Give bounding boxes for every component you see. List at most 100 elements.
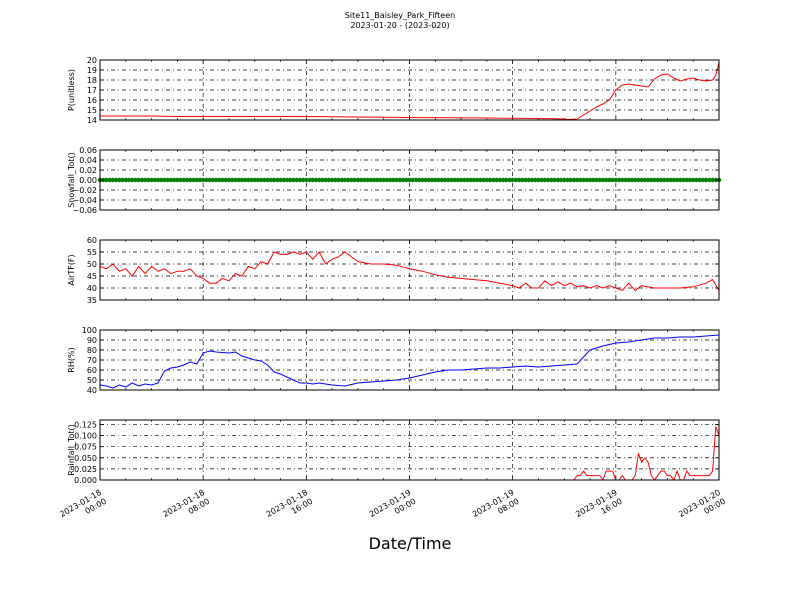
y-tick-label: 60 <box>87 366 97 375</box>
data-point <box>146 177 151 183</box>
y-tick-label: 0.025 <box>74 465 97 474</box>
data-point <box>126 177 132 183</box>
data-point <box>223 177 228 183</box>
data-point <box>568 177 573 183</box>
series-line-airtf <box>99 251 720 292</box>
data-point <box>462 177 467 183</box>
data-point <box>255 177 261 183</box>
data-point <box>574 177 580 183</box>
data-point <box>658 177 664 183</box>
data-point <box>149 177 154 183</box>
data-point <box>384 177 390 183</box>
data-point <box>497 177 502 183</box>
data-point <box>281 177 286 183</box>
y-tick-label: 70 <box>87 356 97 365</box>
data-point <box>394 177 399 183</box>
data-point <box>404 177 409 183</box>
data-point <box>433 177 438 183</box>
data-point <box>597 177 602 183</box>
data-point <box>130 177 135 183</box>
y-tick-label: 19 <box>87 66 97 75</box>
data-point <box>178 177 183 183</box>
data-point <box>188 177 193 183</box>
data-point <box>133 177 138 183</box>
data-point <box>152 177 158 183</box>
data-point <box>307 177 312 183</box>
data-point <box>687 177 693 183</box>
data-point <box>355 177 361 183</box>
data-point <box>365 177 370 183</box>
y-tick-label: 0.000 <box>74 476 97 485</box>
y-tick-label: 50 <box>87 260 97 269</box>
data-point <box>707 177 712 183</box>
y-tick-label: 0.125 <box>74 420 97 429</box>
data-point <box>674 177 680 183</box>
data-point <box>426 177 432 183</box>
data-point <box>310 177 315 183</box>
data-point <box>510 177 515 183</box>
data-point <box>165 177 170 183</box>
data-point <box>507 177 512 183</box>
data-point <box>362 177 367 183</box>
data-point <box>694 177 699 183</box>
data-point <box>342 177 348 183</box>
data-point <box>491 177 496 183</box>
y-tick-label: 50 <box>87 376 97 385</box>
y-tick-label: 0.100 <box>74 432 97 441</box>
data-point <box>110 177 116 183</box>
data-point <box>271 177 277 183</box>
data-point <box>642 177 648 183</box>
data-point <box>445 177 451 183</box>
data-point <box>649 177 654 183</box>
data-point <box>262 177 267 183</box>
y-axis-label: RH(%) <box>67 347 76 372</box>
data-point <box>436 177 441 183</box>
data-point <box>710 177 715 183</box>
data-point <box>120 177 125 183</box>
panel-rain: 0.000 0.025 0.050 0.075 0.100 0.125Rainfall_T… <box>58 419 727 528</box>
data-point <box>407 177 412 183</box>
data-point <box>539 177 544 183</box>
x-tick-label: 2023-01-1808:00 <box>161 488 211 528</box>
data-point <box>603 177 609 183</box>
data-point <box>346 177 351 183</box>
y-tick-label: 90 <box>87 336 97 345</box>
data-point <box>320 177 325 183</box>
data-point <box>249 177 254 183</box>
data-point <box>620 177 625 183</box>
y-tick-label: 16 <box>87 96 97 105</box>
data-point <box>684 177 689 183</box>
data-point <box>587 177 593 183</box>
data-point <box>268 177 274 183</box>
data-point <box>358 177 364 183</box>
x-tick-label: 2023-01-1800:00 <box>58 488 108 528</box>
y-tick-label: 14 <box>87 116 97 125</box>
y-tick-label: 80 <box>87 346 97 355</box>
data-point <box>487 177 493 183</box>
data-point <box>387 177 393 183</box>
data-point <box>410 177 415 183</box>
data-point <box>113 177 119 183</box>
data-point <box>168 177 174 183</box>
data-point <box>668 177 673 183</box>
data-point <box>533 177 538 183</box>
data-point <box>623 177 628 183</box>
x-tick-label: 2023-01-1900:00 <box>368 488 418 528</box>
data-point <box>610 177 615 183</box>
series-line-rain <box>100 426 720 482</box>
y-tick-label: 20 <box>87 56 97 65</box>
data-point <box>288 177 293 183</box>
data-point <box>194 177 199 183</box>
data-point <box>423 177 428 183</box>
data-point <box>136 177 141 183</box>
data-point <box>291 177 296 183</box>
data-point <box>632 177 638 183</box>
data-point <box>558 177 564 183</box>
data-point <box>500 177 506 183</box>
y-tick-label: 40 <box>87 284 97 293</box>
chart-subtitle: 2023-01-20 - (2023-020) <box>350 21 450 30</box>
data-point <box>536 177 541 183</box>
